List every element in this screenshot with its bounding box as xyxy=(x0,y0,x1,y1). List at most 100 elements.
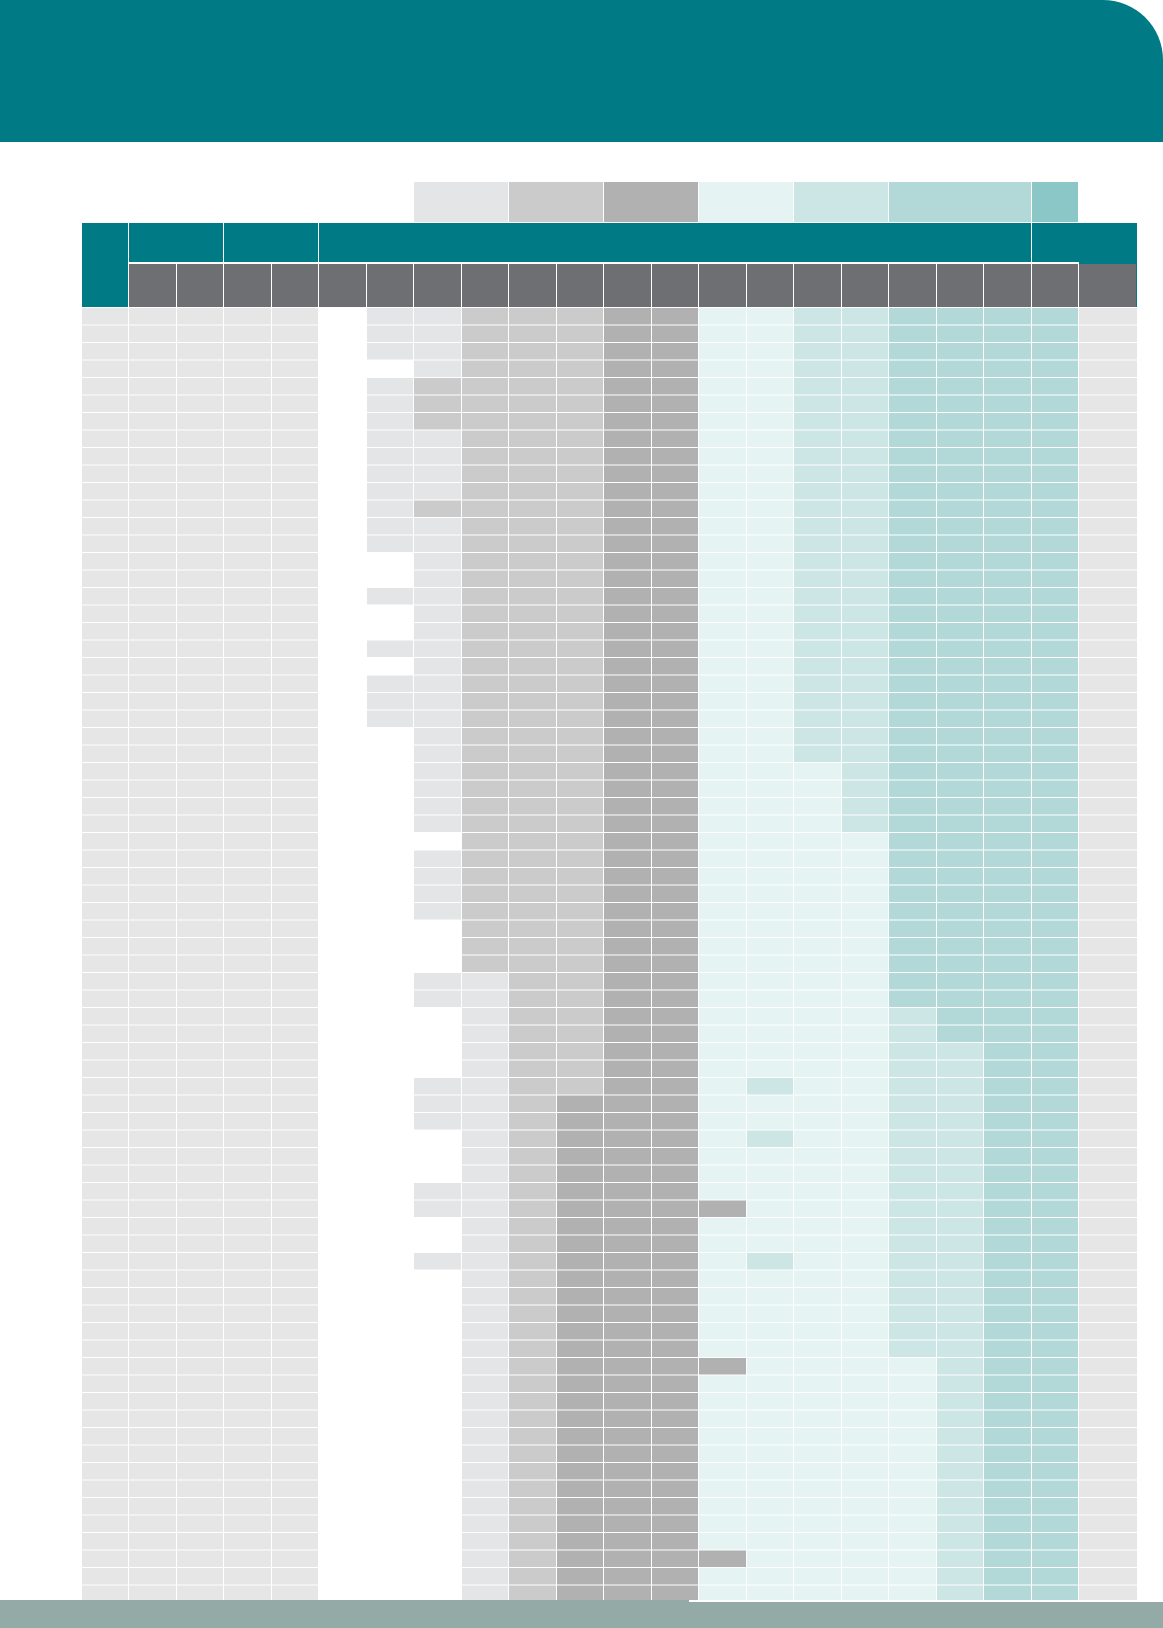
table-cell xyxy=(1032,1480,1078,1497)
table-cell xyxy=(699,1428,746,1445)
table-cell xyxy=(984,1568,1031,1585)
table-cell xyxy=(604,1410,651,1427)
table-cell xyxy=(224,955,271,972)
table-cell xyxy=(319,570,366,587)
group-b-header xyxy=(224,223,318,262)
table-cell xyxy=(224,798,271,815)
table-cell xyxy=(699,535,746,552)
table-cell xyxy=(272,763,318,780)
table-cell xyxy=(842,1113,888,1130)
table-cell xyxy=(652,1515,698,1532)
table-cell xyxy=(604,500,651,517)
table-cell xyxy=(747,623,793,640)
table-cell xyxy=(82,465,128,482)
table-cell xyxy=(699,710,746,727)
table-cell xyxy=(177,1095,223,1112)
subheader-cell xyxy=(414,264,461,307)
table-cell xyxy=(557,938,603,955)
table-cell xyxy=(367,1078,413,1095)
table-cell xyxy=(462,1078,508,1095)
table-cell xyxy=(367,658,413,675)
table-cell xyxy=(224,833,271,850)
table-cell xyxy=(747,465,793,482)
table-cell xyxy=(984,360,1031,377)
table-cell xyxy=(842,973,888,990)
table-cell xyxy=(652,413,698,430)
table-cell xyxy=(937,1025,983,1042)
table-cell xyxy=(82,483,128,500)
table-cell xyxy=(319,1165,366,1182)
table-cell xyxy=(794,1585,841,1600)
table-cell xyxy=(129,343,176,360)
table-cell xyxy=(367,1480,413,1497)
table-cell xyxy=(462,1183,508,1200)
table-cell xyxy=(557,1270,603,1287)
table-cell xyxy=(747,1550,793,1567)
table-cell xyxy=(842,1533,888,1550)
table-cell xyxy=(984,570,1031,587)
table-cell xyxy=(842,553,888,570)
table-cell xyxy=(177,1305,223,1322)
table-cell xyxy=(984,833,1031,850)
table-cell xyxy=(177,1235,223,1252)
table-cell-total xyxy=(1079,518,1137,535)
table-cell xyxy=(747,1078,793,1095)
table-cell xyxy=(889,955,936,972)
table-cell xyxy=(82,1533,128,1550)
table-cell xyxy=(747,1008,793,1025)
table-cell xyxy=(984,325,1031,342)
table-cell xyxy=(652,588,698,605)
table-cell xyxy=(604,1270,651,1287)
table-cell xyxy=(842,1305,888,1322)
table-cell xyxy=(889,640,936,657)
table-cell xyxy=(1032,1498,1078,1515)
table-cell xyxy=(937,938,983,955)
table-cell xyxy=(604,605,651,622)
table-cell xyxy=(937,588,983,605)
table-cell xyxy=(557,395,603,412)
table-cell xyxy=(272,903,318,920)
table-cell xyxy=(984,1060,1031,1077)
table-cell-total xyxy=(1079,343,1137,360)
table-cell xyxy=(319,640,366,657)
table-cell xyxy=(557,868,603,885)
table-cell xyxy=(747,1200,793,1217)
table-cell xyxy=(984,1375,1031,1392)
table-cell xyxy=(699,1358,746,1375)
table-cell xyxy=(937,500,983,517)
table-cell xyxy=(794,1078,841,1095)
table-cell xyxy=(747,483,793,500)
table-cell xyxy=(509,973,556,990)
table-cell xyxy=(462,430,508,447)
table-cell xyxy=(557,605,603,622)
table-cell xyxy=(82,955,128,972)
table-cell xyxy=(794,833,841,850)
table-cell xyxy=(319,325,366,342)
table-cell-total xyxy=(1079,1095,1137,1112)
table-cell xyxy=(319,1358,366,1375)
table-cell xyxy=(604,1218,651,1235)
table-cell xyxy=(842,745,888,762)
table-cell xyxy=(984,1480,1031,1497)
table-cell xyxy=(177,763,223,780)
table-cell xyxy=(699,1323,746,1340)
table-cell xyxy=(319,518,366,535)
table-cell xyxy=(699,448,746,465)
table-cell xyxy=(747,868,793,885)
table-cell xyxy=(272,1323,318,1340)
table-cell xyxy=(367,483,413,500)
table-cell xyxy=(272,588,318,605)
table-cell xyxy=(462,1008,508,1025)
table-cell xyxy=(509,1165,556,1182)
table-cell-total xyxy=(1079,1183,1137,1200)
table-cell-total xyxy=(1079,483,1137,500)
table-cell xyxy=(794,1060,841,1077)
table-cell xyxy=(129,710,176,727)
table-cell xyxy=(747,1270,793,1287)
table-cell xyxy=(462,640,508,657)
table-cell xyxy=(652,868,698,885)
table-cell xyxy=(604,920,651,937)
table-cell xyxy=(747,1393,793,1410)
table-cell xyxy=(319,903,366,920)
table-header xyxy=(82,223,1137,307)
